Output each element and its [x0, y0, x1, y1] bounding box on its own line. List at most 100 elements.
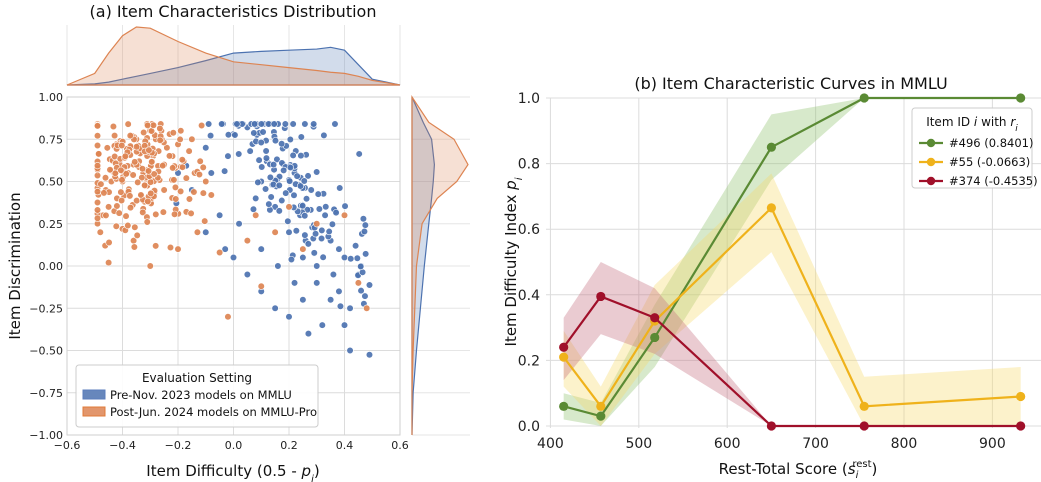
chart-a-title: (a) Item Characteristics Distribution: [90, 2, 377, 21]
scatter-point: [341, 202, 349, 210]
scatter-point: [270, 120, 278, 128]
legend-title: Evaluation Setting: [142, 371, 252, 385]
scatter-point: [141, 181, 149, 190]
chart-a-xlabel: Item Difficulty (0.5 - pi): [146, 462, 319, 482]
scatter-point: [310, 120, 318, 128]
scatter-point: [102, 211, 110, 220]
scatter-point: [311, 230, 320, 238]
scatter-point: [259, 128, 267, 136]
scatter-point: [95, 150, 103, 158]
scatter-point: [193, 228, 202, 236]
scatter-point: [190, 188, 198, 196]
scatter-point: [293, 172, 301, 180]
scatter-point: [221, 245, 229, 253]
right-kde-pre: [411, 96, 436, 436]
scatter-point: [327, 296, 335, 304]
scatter-point: [318, 321, 326, 329]
scatter-point: [106, 166, 114, 174]
series-marker: [766, 421, 777, 431]
series-marker: [596, 411, 606, 421]
scatter-point: [121, 152, 129, 160]
scatter-point: [144, 121, 152, 129]
legend-b: Item ID i with ri #496 (0.8401) #55 (-0.06…: [911, 107, 1038, 189]
scatter-point: [347, 255, 355, 263]
chart-a-ylabel: Item Discrimination: [6, 192, 24, 339]
scatter-point: [105, 203, 113, 211]
scatter-point: [281, 120, 289, 128]
legend-marker: [926, 157, 936, 167]
scatter-point: [174, 245, 182, 253]
scatter-point: [340, 211, 349, 219]
scatter-point: [300, 177, 308, 185]
legend-label: #55 (-0.0663): [949, 155, 1030, 169]
y-tick-label: −0.75: [29, 387, 63, 400]
legend-box: [75, 364, 319, 428]
scatter-point: [139, 208, 147, 216]
x-tick-label: −0.2: [165, 439, 192, 452]
x-tick-label: −0.6: [54, 439, 81, 452]
scatter-point: [359, 215, 367, 223]
scatter-point: [321, 211, 329, 219]
legend-marker: [926, 176, 936, 186]
series-marker: [859, 421, 869, 431]
y-tick-label: 0.00: [39, 260, 64, 273]
scatter-point: [147, 178, 155, 186]
scatter-point: [290, 191, 298, 199]
scatter-point: [159, 162, 167, 170]
series-marker: [559, 352, 569, 362]
scatter-point: [328, 220, 337, 228]
scatter-point: [340, 253, 349, 262]
scatter-point: [109, 122, 118, 131]
scatter-point: [146, 262, 154, 270]
scatter-point: [131, 158, 139, 166]
series-line: [562, 295, 1021, 428]
scatter-point: [205, 120, 213, 128]
scatter-point: [297, 133, 305, 141]
x-tick-label: 600: [714, 436, 741, 452]
scatter-point: [115, 209, 123, 217]
series-marker: [650, 332, 660, 343]
scatter-point: [287, 255, 296, 264]
scatter-point: [325, 227, 333, 236]
scatter-point: [165, 152, 174, 160]
scatter-point: [166, 243, 175, 252]
scatter-point: [177, 187, 185, 195]
scatter-point: [163, 144, 171, 152]
scatter-point: [289, 151, 297, 159]
scatter-point: [93, 214, 102, 222]
scatter-point: [262, 154, 271, 162]
scatter-point: [147, 189, 155, 197]
scatter-point: [156, 124, 164, 133]
scatter-point: [229, 253, 238, 262]
scatter-point: [134, 178, 142, 186]
scatter-point: [285, 228, 293, 236]
scatter-point: [100, 189, 108, 197]
scatter-point: [331, 120, 339, 128]
scatter-point: [285, 313, 293, 321]
scatter-point: [258, 163, 266, 171]
scatter-point: [302, 195, 311, 203]
scatter-point: [363, 304, 371, 312]
scatter-point: [124, 221, 132, 230]
scatter-point: [117, 166, 125, 174]
scatter-point: [299, 296, 307, 304]
scatter-point: [307, 186, 315, 194]
scatter-point: [224, 131, 233, 139]
scatter-point: [278, 140, 286, 148]
scatter-point: [144, 197, 152, 206]
series-marker: [766, 203, 777, 213]
scatter-point: [117, 196, 126, 205]
y-tick-label: −1.00: [29, 429, 63, 442]
scatter-point: [357, 287, 365, 295]
top-kde-pre: [66, 46, 401, 86]
scatter-point: [235, 220, 243, 228]
chart-b-title: (b) Item Characteristic Curves in MMLU: [634, 74, 947, 93]
y-tick-label: 0.25: [39, 218, 64, 231]
scatter-point: [233, 120, 241, 128]
scatter-point: [156, 136, 164, 144]
scatter-point: [265, 200, 273, 208]
scatter-point: [360, 227, 369, 236]
scatter-point: [112, 222, 120, 230]
scatter-point: [255, 156, 263, 164]
